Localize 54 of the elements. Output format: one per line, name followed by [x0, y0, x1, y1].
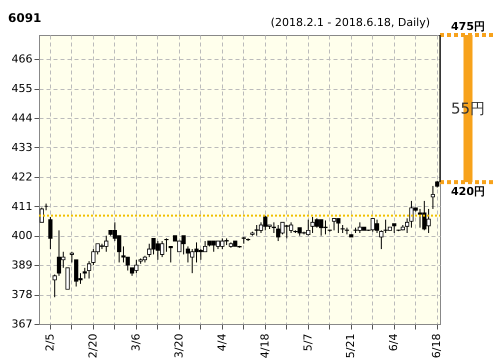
candlestick	[254, 224, 259, 236]
candlestick	[276, 224, 280, 242]
candlestick	[194, 242, 199, 263]
candlestick	[212, 240, 216, 252]
candlestick	[164, 238, 169, 252]
ref-line-label: 420円	[451, 185, 485, 198]
candlestick	[280, 222, 285, 235]
candlestick	[422, 200, 426, 231]
x-tick-label: 4/4	[215, 334, 228, 352]
candlestick	[151, 238, 156, 255]
y-tick-label: 378	[12, 288, 32, 302]
candlestick	[56, 230, 62, 276]
candlestick	[284, 224, 289, 239]
candlestick	[323, 220, 328, 235]
candlestick	[263, 215, 268, 231]
candlestick	[104, 235, 108, 252]
candlestick	[319, 219, 324, 236]
ref-line-label: 475円	[451, 20, 485, 33]
candlestick	[134, 259, 138, 274]
candlestick	[418, 208, 422, 228]
y-tick-label: 389	[12, 258, 32, 272]
candlestick	[310, 216, 315, 234]
y-tick-label: 444	[12, 111, 32, 124]
y-tick-label: 433	[12, 140, 32, 154]
x-tick-label: 3/6	[129, 334, 142, 352]
x-tick-label: 5/7	[301, 334, 314, 352]
y-tick-label: 400	[12, 229, 32, 242]
x-tick-label: 2/20	[86, 334, 100, 358]
candlestick	[220, 238, 224, 250]
y-tick-label: 466	[12, 52, 32, 66]
candlestick	[374, 219, 380, 234]
candlestick	[392, 223, 396, 234]
y-tick-label: 422	[12, 170, 32, 184]
y-tick-label: 411	[12, 200, 32, 213]
candlestick	[86, 260, 92, 280]
candlestick	[40, 207, 44, 223]
candlestick	[198, 248, 203, 260]
x-tick-label: 6/4	[387, 334, 400, 352]
chart-title: 6091	[8, 11, 42, 25]
y-tick-label: 455	[12, 82, 32, 96]
candlestick	[156, 240, 160, 260]
x-tick-label: 3/20	[172, 334, 186, 358]
x-tick-label: 2/5	[43, 334, 56, 352]
x-tick-label: 6/18	[430, 334, 444, 358]
y-tick-label: 367	[12, 318, 32, 330]
chart-subtitle: (2018.2.1 - 2018.6.18, Daily)	[270, 16, 430, 29]
candlestick	[48, 216, 52, 250]
x-tick-label: 5/21	[344, 334, 358, 358]
candlestick	[332, 218, 336, 231]
candlestick	[430, 185, 436, 210]
x-tick-label: 4/18	[258, 334, 272, 358]
candlestick	[358, 222, 362, 234]
candlestick	[306, 219, 310, 236]
candlestick	[370, 218, 375, 232]
